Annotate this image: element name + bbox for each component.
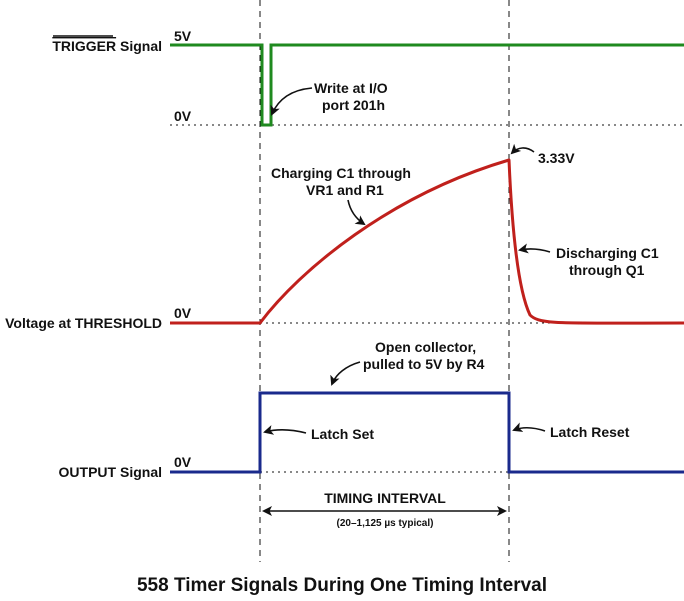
timing-interval-label: TIMING INTERVAL [324,490,446,506]
output-low-label: 0V [174,454,192,470]
latch-reset-arrow [512,422,546,432]
diagram-title: 558 Timer Signals During One Timing Inte… [137,575,547,596]
discharging-arrow [518,243,551,254]
write-annotation-line2: port 201h [322,97,385,113]
trigger-waveform [170,43,684,127]
output-waveform [170,391,684,474]
latch-set-label: Latch Set [311,426,374,442]
charging-annotation-line2: VR1 and R1 [306,182,384,198]
write-annotation-line1: Write at I/O [314,80,388,96]
timing-range-label: (20–1,125 µs typical) [337,518,434,529]
peak-arrow [510,143,535,155]
threshold-low-label: 0V [174,305,192,321]
latch-set-arrow [263,425,307,435]
threshold-signal-label: Voltage at THRESHOLD [5,315,162,331]
trigger-signal-label: TRIGGER Signal [52,38,162,54]
discharging-annotation-line1: Discharging C1 [556,245,659,261]
threshold-waveform [170,158,684,325]
trigger-high-label: 5V [174,28,192,44]
open-collector-line2: pulled to 5V by R4 [363,356,485,372]
latch-reset-label: Latch Reset [550,424,630,440]
trigger-low-label: 0V [174,108,192,124]
write-arrow [270,87,313,116]
open-collector-arrow [330,361,361,386]
output-signal-label: OUTPUT Signal [59,464,162,480]
discharging-annotation-line2: through Q1 [569,262,645,278]
open-collector-line1: Open collector, [375,339,476,355]
peak-voltage-label: 3.33V [538,150,575,166]
charging-arrow [347,199,366,226]
charging-annotation-line1: Charging C1 through [271,165,411,181]
